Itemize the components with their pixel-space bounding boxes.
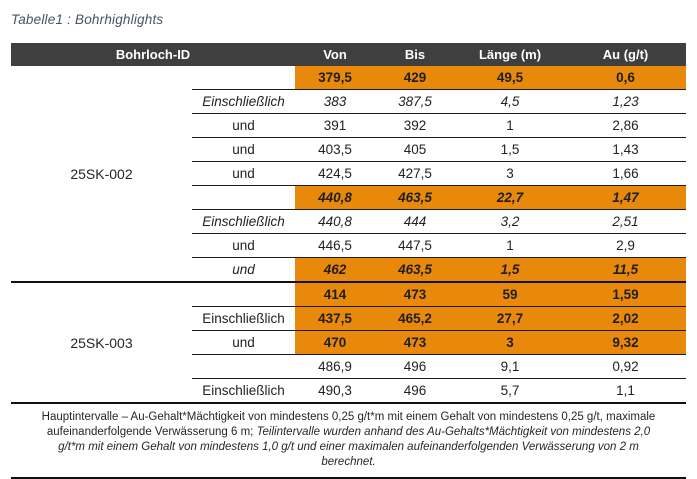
au-cell: 0,6: [565, 66, 687, 90]
laenge-cell: 1,5: [455, 137, 566, 162]
au-cell: 9,32: [565, 330, 687, 355]
bis-cell: 405: [375, 137, 456, 162]
von-cell: 440,8: [295, 185, 376, 210]
bis-cell: 465,2: [375, 306, 456, 331]
au-cell: 2,86: [565, 113, 687, 138]
au-cell: 2,9: [565, 233, 687, 258]
row-label-cell: Einschließlich: [192, 378, 296, 404]
row-label-cell: und: [192, 161, 296, 186]
von-cell: 383: [295, 89, 376, 114]
row-label-cell: Einschließlich: [192, 209, 296, 234]
von-cell: 446,5: [295, 233, 376, 258]
von-cell: 414: [295, 282, 376, 307]
laenge-cell: 1: [455, 113, 566, 138]
von-cell: 440,8: [295, 209, 376, 234]
laenge-cell: 59: [455, 282, 566, 307]
bis-cell: 473: [375, 282, 456, 307]
von-cell: 424,5: [295, 161, 376, 186]
laenge-cell: 1,5: [455, 257, 566, 283]
table-row: und 462 463,5 1,5 11,5: [11, 257, 687, 283]
table-row: Einschließlich 437,5 465,2 27,7 2,02: [11, 306, 687, 331]
bis-cell: 429: [375, 66, 456, 90]
col-header-laenge: Länge (m): [455, 43, 566, 66]
au-cell: 2,02: [565, 306, 687, 331]
au-cell: 1,23: [565, 89, 687, 114]
table-row: Einschließlich 383 387,5 4,5 1,23: [11, 89, 687, 114]
laenge-cell: 3: [455, 330, 566, 355]
table-row: 486,9 496 9,1 0,92: [11, 354, 687, 379]
laenge-cell: 3: [455, 161, 566, 186]
au-cell: 11,5: [565, 257, 687, 283]
von-cell: 437,5: [295, 306, 376, 331]
von-cell: 486,9: [295, 354, 376, 379]
header-row: Bohrloch-ID Von Bis Länge (m) Au (g/t): [11, 43, 687, 66]
bis-cell: 496: [375, 354, 456, 379]
table-row: Einschließlich 440,8 444 3,2 2,51: [11, 209, 687, 234]
bis-cell: 444: [375, 209, 456, 234]
laenge-cell: 49,5: [455, 66, 566, 90]
bis-cell: 427,5: [375, 161, 456, 186]
table-row: und 403,5 405 1,5 1,43: [11, 137, 687, 162]
row-label-cell: [192, 354, 296, 379]
table-row: 440,8 463,5 22,7 1,47: [11, 185, 687, 210]
drill-id-25sk-003: 25SK-003: [11, 282, 192, 404]
bis-cell: 463,5: [375, 257, 456, 283]
bis-cell: 387,5: [375, 89, 456, 114]
table-row: und 391 392 1 2,86: [11, 113, 687, 138]
bis-cell: 463,5: [375, 185, 456, 210]
laenge-cell: 3,2: [455, 209, 566, 234]
drill-id-25sk-002: 25SK-002: [11, 66, 192, 283]
von-cell: 462: [295, 257, 376, 283]
laenge-cell: 22,7: [455, 185, 566, 210]
row-label-cell: Einschließlich: [192, 306, 296, 331]
table-row: Einschließlich 490,3 496 5,7 1,1: [11, 378, 687, 404]
col-header-von: Von: [295, 43, 376, 66]
von-cell: 403,5: [295, 137, 376, 162]
laenge-cell: 5,7: [455, 378, 566, 404]
laenge-cell: 1: [455, 233, 566, 258]
bis-cell: 496: [375, 378, 456, 404]
col-header-au: Au (g/t): [565, 43, 687, 66]
au-cell: 1,1: [565, 378, 687, 404]
row-label-cell: und: [192, 233, 296, 258]
table-footnote: Hauptintervalle – Au-Gehalt*Mächtigkeit …: [11, 404, 686, 479]
drill-highlights-table: Bohrloch-ID Von Bis Länge (m) Au (g/t) 2…: [11, 43, 687, 404]
laenge-cell: 4,5: [455, 89, 566, 114]
table-row: und 446,5 447,5 1 2,9: [11, 233, 687, 258]
von-cell: 470: [295, 330, 376, 355]
au-cell: 1,43: [565, 137, 687, 162]
row-label-cell: [192, 185, 296, 210]
au-cell: 1,59: [565, 282, 687, 307]
von-cell: 490,3: [295, 378, 376, 404]
laenge-cell: 9,1: [455, 354, 566, 379]
footnote-main-text: Hauptintervalle – Au-Gehalt*Mächtigkeit …: [41, 411, 656, 438]
au-cell: 0,92: [565, 354, 687, 379]
bis-cell: 447,5: [375, 233, 456, 258]
row-label-cell: Einschließlich: [192, 89, 296, 114]
footnote-sub-text: Teilintervalle wurden anhand des Au-Geha…: [58, 426, 651, 468]
table-row: 25SK-003 414 473 59 1,59: [11, 282, 687, 404]
table-row: 25SK-002 379,5 429 49,5 0,6: [11, 66, 687, 283]
row-label-cell: und: [192, 113, 296, 138]
von-cell: 379,5: [295, 66, 376, 90]
von-cell: 391: [295, 113, 376, 138]
row-label-cell: und: [192, 137, 296, 162]
col-header-bohrloch-id: Bohrloch-ID: [11, 43, 296, 66]
bis-cell: 392: [375, 113, 456, 138]
row-label-cell: und: [192, 257, 296, 283]
au-cell: 1,66: [565, 161, 687, 186]
table-row: und 470 473 3 9,32: [11, 330, 687, 355]
row-label-cell: und: [192, 330, 296, 355]
table-caption: Tabelle1 : Bohrhighlights: [11, 12, 164, 27]
au-cell: 2,51: [565, 209, 687, 234]
table-row: und 424,5 427,5 3 1,66: [11, 161, 687, 186]
row-label-cell: [192, 282, 296, 307]
row-label-cell: [192, 66, 296, 90]
au-cell: 1,47: [565, 185, 687, 210]
col-header-bis: Bis: [375, 43, 456, 66]
bis-cell: 473: [375, 330, 456, 355]
laenge-cell: 27,7: [455, 306, 566, 331]
